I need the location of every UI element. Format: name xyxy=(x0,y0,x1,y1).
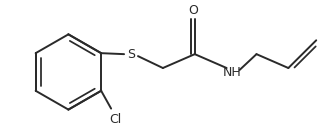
Text: Cl: Cl xyxy=(109,113,121,126)
Text: NH: NH xyxy=(223,67,242,79)
Text: S: S xyxy=(127,48,135,61)
Text: O: O xyxy=(188,4,198,17)
